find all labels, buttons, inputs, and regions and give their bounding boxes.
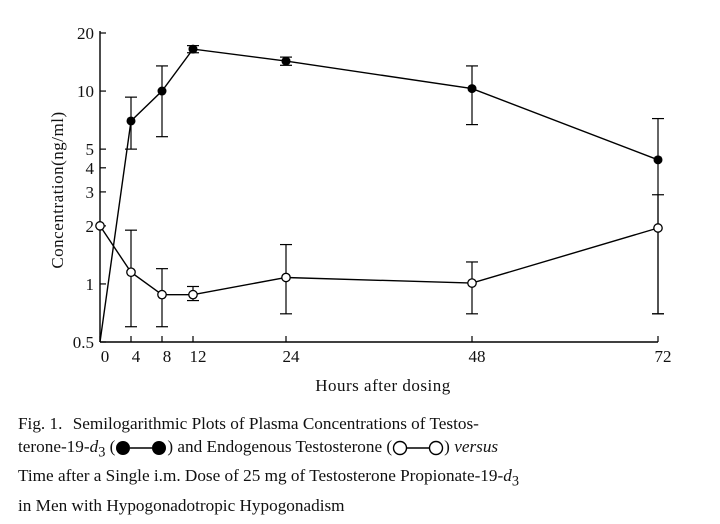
data-point-open	[95, 221, 105, 231]
x-tick-label: 0	[101, 347, 110, 366]
data-point-open	[281, 272, 291, 283]
x-tick-label: 48	[469, 347, 486, 366]
data-point-open	[126, 267, 136, 278]
y-tick-label: 20	[77, 24, 94, 43]
series-lines	[99, 48, 659, 343]
y-axis-title: Concentration(ng/ml)	[48, 111, 67, 268]
data-point-filled	[188, 44, 198, 54]
caption-line-4: in Men with Hypogonadotropic Hypogonadis…	[18, 495, 345, 515]
data-point-filled	[126, 116, 136, 126]
caption-line-3: Time after a Single i.m. Dose of 25 mg o…	[18, 464, 708, 493]
data-point-open	[467, 278, 477, 288]
data-point-open	[188, 289, 198, 300]
y-tick-label: 5	[86, 140, 95, 159]
data-point-filled	[467, 84, 477, 94]
data-point-open	[653, 223, 663, 233]
y-axis-ticks: 0.5 1 2 3 45 10 20	[73, 24, 106, 352]
data-point-filled	[281, 56, 291, 66]
y-tick-label: 0.5	[73, 333, 94, 352]
caption-line3-sub: 3	[511, 473, 519, 490]
series-line-0	[99, 48, 659, 343]
x-tick-label: 24	[283, 347, 301, 366]
caption-line2-sub: 3	[98, 444, 106, 461]
caption-line2-d: d	[89, 437, 99, 456]
caption-line2-a: terone-19-	[18, 437, 90, 456]
caption-versus: versus	[454, 437, 499, 456]
caption-line3-d: d	[503, 466, 512, 486]
data-point-filled	[157, 86, 167, 96]
x-tick-label: 12	[190, 347, 207, 366]
y-tick-label: 3	[86, 183, 95, 202]
axes	[99, 31, 658, 343]
caption-line-1: Fig. 1. Semilogarithmic Plots of Plasma …	[18, 412, 708, 435]
data-point-open	[157, 289, 167, 300]
figure-caption: Fig. 1. Semilogarithmic Plots of Plasma …	[18, 412, 708, 517]
y-tick-label: 2	[86, 217, 95, 236]
open-circle-line-legend-icon	[392, 440, 444, 456]
x-axis-title: Hours after dosing	[315, 376, 451, 395]
figure-label: Fig. 1.	[18, 414, 63, 433]
y-tick-label: 4	[86, 159, 95, 178]
x-tick-label: 8	[163, 347, 172, 366]
caption-line2-b: and Endogenous Testosterone	[173, 437, 383, 456]
filled-circle-line-legend-icon	[116, 441, 167, 456]
x-tick-label: 72	[655, 347, 672, 366]
data-point-filled	[653, 155, 663, 165]
x-tick-label: 4	[132, 347, 141, 366]
y-tick-label: 10	[77, 82, 94, 101]
error-bars	[125, 45, 664, 328]
caption-line1-text: Semilogarithmic Plots of Plasma Concentr…	[72, 414, 479, 433]
x-axis-ticks: 0 4 8 12 24 48 72	[99, 336, 672, 366]
series-line-1	[99, 225, 659, 296]
caption-line-2: terone-19-d3 () and Endogenous Testoster…	[18, 437, 499, 461]
caption-line3-a: Time after a Single i.m. Dose of 25 mg o…	[18, 466, 504, 486]
y-tick-label: 1	[86, 275, 95, 294]
markers	[95, 44, 663, 300]
